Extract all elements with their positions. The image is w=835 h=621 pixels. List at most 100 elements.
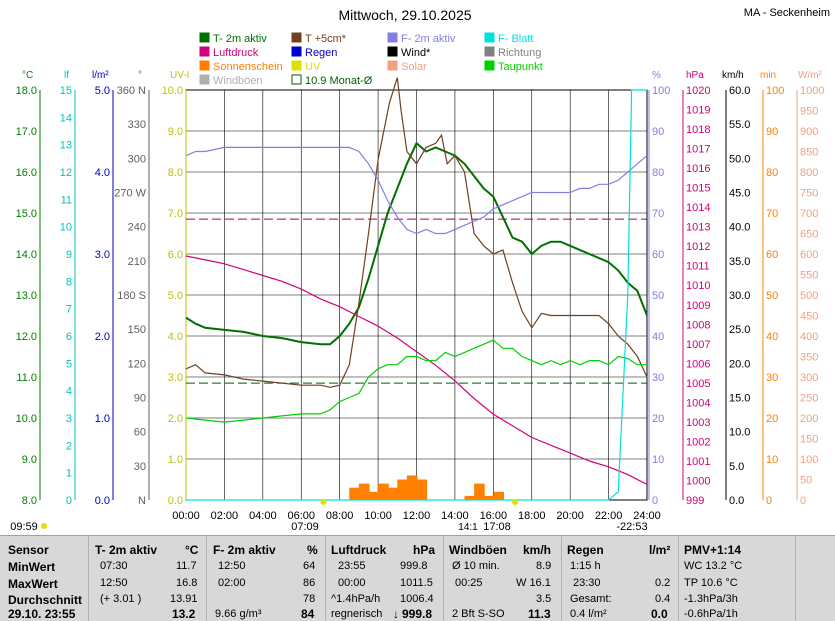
axis-tick-press-11: 1010 bbox=[686, 280, 710, 292]
axis-tick-sun-0: 0 bbox=[766, 495, 772, 507]
axis-tick-solar-2: 100 bbox=[800, 454, 818, 466]
legend-swatch-4 bbox=[199, 46, 210, 57]
axis-tick-sun-6: 60 bbox=[766, 249, 778, 261]
bar-0-1 bbox=[358, 483, 370, 500]
bar-0-7 bbox=[416, 479, 428, 500]
axis-tick-press-5: 1004 bbox=[686, 397, 710, 409]
bar-0-0 bbox=[349, 487, 360, 500]
stats-press-1h: -0.6hPa/1h bbox=[684, 608, 738, 620]
legend-label-9: UV bbox=[305, 61, 321, 73]
legend: T- 2m aktiv T +5cm* F- 2m aktiv F- Blatt Luf… bbox=[199, 32, 543, 87]
axis-tick-dir-6: 180 S bbox=[117, 290, 146, 302]
station-name: MA - Seckenheim bbox=[744, 7, 830, 19]
axis-tick-hum-4: 40 bbox=[652, 331, 664, 343]
axis-unit-lf: lf bbox=[64, 70, 69, 81]
axis-tick-wind-5: 25.0 bbox=[729, 324, 750, 336]
axis-tick-temp-3: 11.0 bbox=[16, 372, 37, 384]
bar-0-2 bbox=[368, 491, 380, 500]
axis-tick-press-8: 1007 bbox=[686, 339, 710, 351]
stats-press-3h: -1.3hPa/3h bbox=[684, 593, 738, 605]
axis-tick-wind-6: 30.0 bbox=[729, 290, 750, 302]
axis-tick-dir-5: 150 bbox=[128, 324, 146, 336]
stats-hum-min: 64 bbox=[303, 560, 316, 572]
stats-press-head: Luftdruck bbox=[331, 543, 387, 557]
stats-temp-max: 16.8 bbox=[176, 577, 198, 589]
x-tick-2: 04:00 bbox=[249, 510, 277, 522]
stats-temp-delta: (+ 3.01 ) bbox=[100, 593, 142, 605]
sunrise-icon bbox=[320, 499, 327, 505]
legend-swatch-1 bbox=[291, 32, 302, 43]
axis-tick-solar-20: 1000 bbox=[800, 85, 824, 97]
stats-rain-day: 0.4 l/m² bbox=[570, 608, 607, 620]
axis-tick-hum-6: 60 bbox=[652, 249, 664, 261]
legend-label-11: Taupunkt bbox=[498, 61, 543, 73]
axis-tick-sun-10: 100 bbox=[766, 85, 784, 97]
axis-tick-solar-4: 200 bbox=[800, 413, 818, 425]
axis-tick-press-14: 1013 bbox=[686, 222, 710, 234]
series-line-3 bbox=[185, 255, 648, 485]
x-tick-12: 24:00 bbox=[633, 510, 661, 522]
axis-tick-lf-5: 5 bbox=[66, 358, 72, 370]
x-tick-0: 00:00 bbox=[172, 510, 200, 522]
stats-temp-unit: °C bbox=[185, 543, 199, 557]
axis-tick-press-19: 1018 bbox=[686, 124, 710, 136]
axis-tick-lf-2: 2 bbox=[66, 440, 72, 452]
axis-tick-hum-2: 20 bbox=[652, 413, 664, 425]
sunset-label: 17:08 bbox=[483, 521, 511, 533]
axis-tick-press-4: 1003 bbox=[686, 417, 710, 429]
stats-min-label: MinWert bbox=[8, 560, 56, 574]
axis-tick-press-9: 1008 bbox=[686, 319, 710, 331]
axis-tick-press-17: 1016 bbox=[686, 163, 710, 175]
stats-max-label: MaxWert bbox=[8, 577, 58, 591]
stats-temp-current: 13.2 bbox=[172, 607, 196, 621]
stats-press-avg: 1006.4 bbox=[400, 593, 434, 605]
axis-tick-press-15: 1014 bbox=[686, 202, 710, 214]
axis-tick-press-18: 1017 bbox=[686, 144, 710, 156]
sunset-icon bbox=[512, 499, 519, 505]
axis-unit-solar: W/m² bbox=[798, 70, 823, 81]
axis-tick-lf-12: 12 bbox=[60, 167, 72, 179]
moon-mid-label: 14:1 bbox=[458, 522, 478, 533]
axis-unit-rain: l/m² bbox=[92, 70, 109, 81]
axis-tick-solar-1: 50 bbox=[800, 475, 812, 487]
axis-tick-uv-10: 10.0 bbox=[162, 85, 183, 97]
legend-label-12: Windböen bbox=[213, 75, 263, 87]
stats-wind-unit: km/h bbox=[523, 543, 552, 557]
stats-wind-max-time: 00:25 bbox=[455, 577, 483, 589]
axis-tick-uv-0: 0.0 bbox=[168, 495, 183, 507]
stats-press-max-time: 00:00 bbox=[338, 577, 366, 589]
axis-tick-dir-0: N bbox=[138, 495, 146, 507]
legend-swatch-5 bbox=[291, 46, 302, 57]
axis-tick-solar-17: 850 bbox=[800, 147, 818, 159]
stats-press-unit: hPa bbox=[413, 543, 436, 557]
axis-tick-wind-1: 5.0 bbox=[729, 461, 744, 473]
x-tick-9: 18:00 bbox=[518, 510, 546, 522]
axis-tick-press-2: 1001 bbox=[686, 456, 710, 468]
bar-0-3 bbox=[378, 483, 389, 500]
legend-label-13: 10.9 Monat-Ø bbox=[305, 75, 373, 87]
series-layer bbox=[185, 77, 648, 501]
axis-tick-dir-12: 360 N bbox=[117, 85, 146, 97]
axis-tick-solar-13: 650 bbox=[800, 229, 818, 241]
axis-tick-dir-11: 330 bbox=[128, 119, 146, 131]
stats-press-min-time: 23:55 bbox=[338, 560, 366, 572]
axis-tick-dir-2: 60 bbox=[134, 427, 146, 439]
axis-tick-hum-0: 0 bbox=[652, 495, 658, 507]
axis-tick-wind-0: 0.0 bbox=[729, 495, 744, 507]
axis-unit-hum: % bbox=[652, 70, 661, 81]
axis-tick-rain-2: 2.0 bbox=[95, 331, 110, 343]
axis-tick-temp-5: 13.0 bbox=[16, 290, 37, 302]
x-tick-7: 14:00 bbox=[441, 510, 469, 522]
legend-label-0: T- 2m aktiv bbox=[213, 33, 267, 45]
x-axis: 00:00 02:00 04:00 06:00 08:00 10:00 12:00 14:00… bbox=[10, 499, 661, 533]
axis-tick-press-3: 1002 bbox=[686, 436, 710, 448]
stats-press-min: 999.8 bbox=[400, 560, 428, 572]
axis-tick-lf-7: 7 bbox=[66, 304, 72, 316]
stats-rain-total-label: Gesamt: bbox=[570, 593, 612, 605]
axis-tick-lf-14: 14 bbox=[60, 112, 72, 124]
axis-tick-sun-7: 70 bbox=[766, 208, 778, 220]
legend-swatch-8 bbox=[199, 60, 210, 71]
axis-tick-lf-9: 9 bbox=[66, 249, 72, 261]
plot-grid bbox=[185, 89, 648, 501]
axis-tick-rain-1: 1.0 bbox=[95, 413, 110, 425]
